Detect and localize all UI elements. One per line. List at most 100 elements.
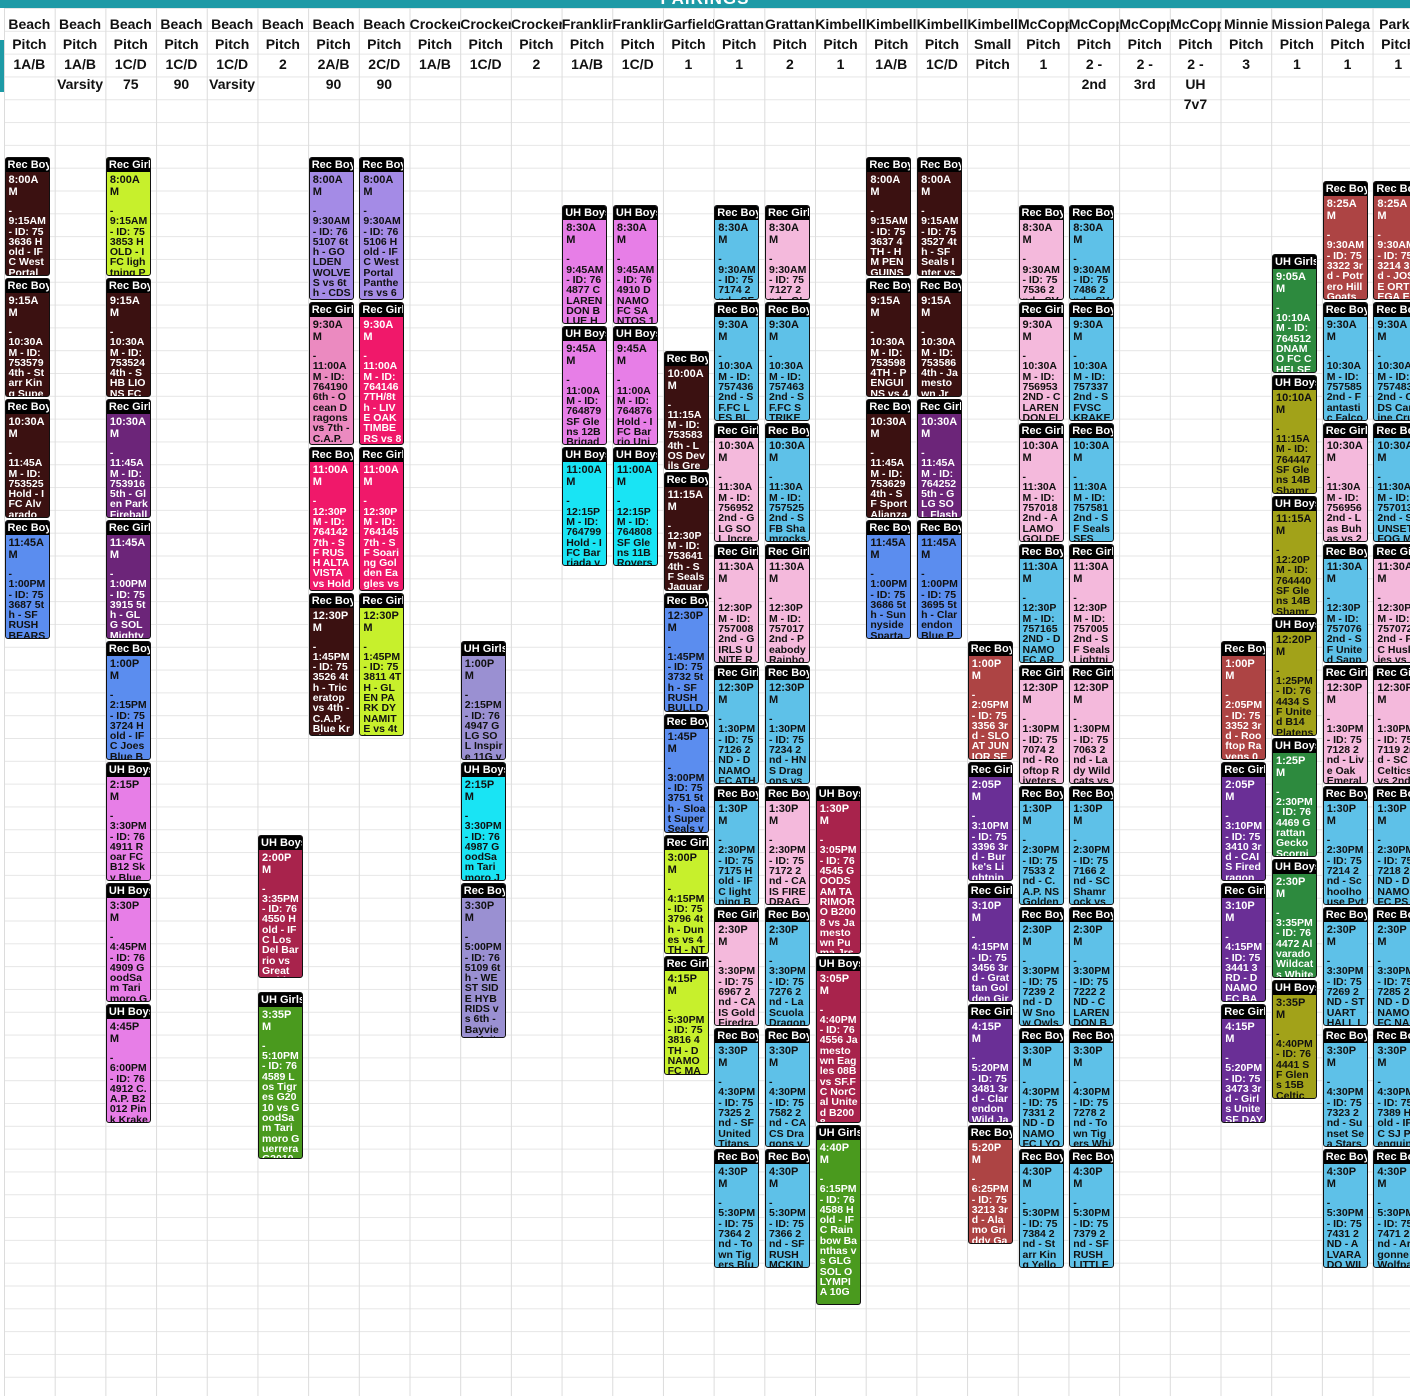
event-card[interactable]: UH Boys 3:30PM - 4:45PM - ID: 764909 GoodS… — [105, 883, 151, 1002]
event-card[interactable]: Rec Girls 2:05PM - 3:10PM - ID: 753396 3rd… — [967, 762, 1013, 881]
event-card[interactable]: Rec Boys12:30PM - 1:45PM - ID: 753526 4th… — [308, 592, 354, 736]
event-card[interactable]: Rec Boys10:30AM - 11:30AM - ID: 757525 2n… — [765, 423, 810, 543]
event-card[interactable]: Rec Boys 9:15AM - 10:30AM - ID: 753598 4TH… — [866, 278, 912, 397]
event-card[interactable]: UH Boys12:20PM - 1:25PM - ID: 764434 SF U… — [1272, 616, 1317, 736]
event-card[interactable]: Rec Girls12:30PM - 1:30PM - ID: 757128 2n… — [1322, 665, 1368, 785]
event-card[interactable]: Rec Boys1:30PM - 2:30PM - ID: 757172 2nd … — [765, 786, 810, 906]
event-card[interactable]: Rec Girls 10:30AM - 11:45AM - ID: 764252 5… — [917, 399, 963, 518]
event-card[interactable]: UH Boys10:10AM - 11:15AM - ID: 764447 SF … — [1272, 374, 1317, 494]
event-card[interactable]: UH Boys11:15AM - 12:20PM - ID: 764440 SF … — [1272, 495, 1317, 615]
event-card[interactable]: Rec Boys 1:00PM - 2:15PM - ID: 753724 Hold… — [105, 641, 151, 760]
event-card[interactable]: Rec Girls 10:30AM - 11:45AM - ID: 753916 5… — [105, 399, 151, 518]
event-card[interactable]: Rec Boys12:30PM - 1:30PM - ID: 757234 2nd… — [765, 665, 810, 785]
event-card[interactable]: Rec Boys4:30PM - 5:30PM - ID: 757471 2nd … — [1373, 1149, 1410, 1269]
event-card[interactable]: Rec Girls11:00AM - 12:30PM - ID: 764145 7… — [359, 447, 405, 591]
event-card[interactable]: Rec Boys8:30AM - 9:30AM - ID: 757174 2nd … — [714, 205, 760, 301]
event-card[interactable]: Rec Boys 1:00PM - 2:05PM - ID: 753352 3rd … — [1221, 641, 1267, 760]
event-card[interactable]: Rec Boys3:30PM - 4:30PM - ID: 757325 2nd … — [714, 1028, 760, 1148]
event-card[interactable]: Rec Girls11:30AM - 12:30PM - ID: 757072 2… — [1373, 544, 1410, 664]
event-card[interactable]: Rec Boys1:30PM - 2:30PM - ID: 757214 2nd … — [1322, 786, 1368, 906]
event-card[interactable]: UH Boys2:00PM - 3:35PM - ID: 764550 Hold … — [258, 834, 303, 978]
event-card[interactable]: Rec Boys9:30AM - 10:30AM - ID: 757585 2nd… — [1322, 302, 1368, 422]
event-card[interactable]: UH Boys8:30AM - 9:45AM - ID: 764910 DNAMO… — [612, 205, 658, 325]
event-card[interactable]: Rec Boys12:30PM - 1:45PM - ID: 753732 5th… — [663, 592, 709, 712]
event-card[interactable]: Rec Boys1:30PM - 2:30PM - ID: 757175 Hold… — [714, 786, 760, 906]
event-card[interactable]: Rec Boys3:30PM - 4:30PM - ID: 757323 2nd … — [1322, 1028, 1368, 1148]
event-card[interactable]: Rec Boys8:25AM - 9:30AM - ID: 753322 3rd … — [1322, 181, 1368, 301]
event-card[interactable]: Rec Girls 8:00AM - 9:15AM - ID: 753853 HOL… — [105, 157, 151, 276]
event-card[interactable]: Rec Boys2:30PM - 3:30PM - ID: 757269 2ND … — [1322, 907, 1368, 1027]
event-card[interactable]: Rec Girls 4:15PM - 5:20PM - ID: 753481 3rd… — [967, 1004, 1013, 1123]
event-card[interactable]: Rec Boys9:30AM - 10:30AM - ID: 757337 2nd… — [1069, 302, 1115, 422]
event-card[interactable]: Rec Boys 8:00AM - 9:15AM - ID: 753636 Hold… — [4, 157, 50, 276]
event-card[interactable]: Rec Girls 2:05PM - 3:10PM - ID: 753410 3rd… — [1221, 762, 1267, 881]
event-card[interactable]: Rec Boys1:30PM - 2:30PM - ID: 757533 2nd … — [1018, 786, 1064, 906]
event-card[interactable]: Rec Girls12:30PM - 1:45PM - ID: 753811 4T… — [359, 592, 405, 736]
event-card[interactable]: Rec Girls12:30PM - 1:30PM - ID: 757074 2n… — [1018, 665, 1064, 785]
event-card[interactable]: Rec Boys 8:00AM - 9:30AM - ID: 765106 Hold… — [359, 157, 405, 301]
event-card[interactable]: Rec Boys2:30PM - 3:30PM - ID: 757276 2nd … — [765, 907, 810, 1027]
event-card[interactable]: Rec Boys4:30PM - 5:30PM - ID: 757379 2nd … — [1069, 1149, 1115, 1269]
event-card[interactable]: Rec Boys 10:30AM - 11:45AM - ID: 753525 Ho… — [4, 399, 50, 518]
event-card[interactable]: Rec Boys4:30PM - 5:30PM - ID: 757431 2ND … — [1322, 1149, 1368, 1269]
event-card[interactable]: Rec Boys1:45PM - 3:00PM - ID: 753751 5th … — [663, 713, 709, 833]
event-card[interactable]: UH Boys 2:15PM - 3:30PM - ID: 764987 GoodS… — [460, 762, 506, 881]
event-card[interactable]: UH Girls 3:35PM - 5:10PM - ID: 764589 Los … — [258, 991, 303, 1160]
event-card[interactable]: Rec Girls 3:10PM - 4:15PM - ID: 753456 3rd… — [967, 883, 1013, 1002]
event-card[interactable]: Rec Boys10:30AM - 11:30AM - ID: 757581 2n… — [1069, 423, 1115, 543]
event-card[interactable]: Rec Boys 1:00PM - 2:05PM - ID: 753356 3rd … — [967, 641, 1013, 760]
event-card[interactable]: Rec Boys10:30AM - 11:30AM - ID: 757013 2n… — [1373, 423, 1410, 543]
event-card[interactable]: Rec Boys3:30PM - 4:30PM - ID: 757278 2nd … — [1069, 1028, 1115, 1148]
event-card[interactable]: Rec Girls10:30AM - 11:30AM - ID: 756952 2… — [714, 423, 760, 543]
event-card[interactable]: Rec Girls 3:10PM - 4:15PM - ID: 753441 3RD… — [1221, 883, 1267, 1002]
event-card[interactable]: Rec Boys 9:15AM - 10:30AM - ID: 753579 4th… — [4, 278, 50, 397]
event-card[interactable]: Rec Boys11:30AM - 12:30PM - ID: 757076 2n… — [1322, 544, 1368, 664]
event-card[interactable]: UH Boys3:35PM - 4:40PM - ID: 764441 SF Gl… — [1272, 979, 1317, 1099]
event-card[interactable]: Rec Boys2:30PM - 3:30PM - ID: 757239 2nd … — [1018, 907, 1064, 1027]
event-card[interactable]: Rec Boys 9:15AM - 10:30AM - ID: 753586 4th… — [917, 278, 963, 397]
event-card[interactable]: UH Boys9:45AM - 11:00AM - ID: 764876 Hold… — [612, 326, 658, 446]
event-card[interactable]: Rec Boys11:30AM - 12:30PM - ID: 757165 2N… — [1018, 544, 1064, 664]
event-card[interactable]: Rec Boys4:30PM - 5:30PM - ID: 757384 2nd … — [1018, 1149, 1064, 1269]
event-card[interactable]: Rec Boys4:30PM - 5:30PM - ID: 757364 2nd … — [714, 1149, 760, 1269]
event-card[interactable]: UH Boys3:05PM - 4:40PM - ID: 764556 James… — [815, 955, 861, 1123]
event-card[interactable]: Rec Boys11:00AM - 12:30PM - ID: 764142 7t… — [308, 447, 354, 591]
event-card[interactable]: Rec Boys 9:15AM - 10:30AM - ID: 753524 4th… — [105, 278, 151, 397]
event-card[interactable]: Rec Boys3:30PM - 4:30PM - ID: 757582 2nd … — [765, 1028, 810, 1148]
event-card[interactable]: Rec Boys 8:00AM - 9:15AM - ID: 753637 4TH … — [866, 157, 912, 276]
event-card[interactable]: Rec Boys 3:30PM - 5:00PM - ID: 765109 6th … — [460, 883, 506, 1039]
event-card[interactable]: Rec Girls2:30PM - 3:30PM - ID: 756967 2nd… — [714, 907, 760, 1027]
event-card[interactable]: Rec Girls10:30AM - 11:30AM - ID: 756956 2… — [1322, 423, 1368, 543]
event-card[interactable]: UH Boys8:30AM - 9:45AM - ID: 764877 CLARE… — [562, 205, 608, 325]
event-card[interactable]: Rec Girls10:30AM - 11:30AM - ID: 757018 2… — [1018, 423, 1064, 543]
event-card[interactable]: Rec Boys1:30PM - 2:30PM - ID: 757166 2nd … — [1069, 786, 1115, 906]
event-card[interactable]: Rec Girls 11:45AM - 1:00PM - ID: 753915 5t… — [105, 520, 151, 639]
event-card[interactable]: Rec Boys 5:20PM - 6:25PM - ID: 753213 3rd … — [967, 1125, 1013, 1244]
event-card[interactable]: Rec Girls12:30PM - 1:30PM - ID: 757119 2n… — [1373, 665, 1410, 785]
event-card[interactable]: Rec Boys3:30PM - 4:30PM - ID: 757389 Hold… — [1373, 1028, 1410, 1148]
event-card[interactable]: UH Girls 4:40PM - 6:15PM - ID: 764588 Hold… — [815, 1125, 861, 1305]
event-card[interactable]: Rec Boys 11:45AM - 1:00PM - ID: 753695 5th… — [917, 520, 963, 639]
event-card[interactable]: Rec Boys2:30PM - 3:30PM - ID: 757285 2ND … — [1373, 907, 1410, 1027]
event-card[interactable]: Rec Boys8:30AM - 9:30AM - ID: 757536 2nd … — [1018, 205, 1064, 301]
event-card[interactable]: Rec Girls11:30AM - 12:30PM - ID: 757017 2… — [765, 544, 810, 664]
event-card[interactable]: Rec Boys9:30AM - 10:30AM - ID: 757436 2nd… — [714, 302, 760, 422]
event-card[interactable]: Rec Boys8:30AM - 9:30AM - ID: 757486 2nd … — [1069, 205, 1115, 301]
event-card[interactable]: Rec Boys10:00AM - 11:15AM - ID: 753583 4t… — [663, 350, 709, 470]
event-card[interactable]: Rec Girls 4:15PM - 5:20PM - ID: 753473 3rd… — [1221, 1004, 1267, 1123]
event-card[interactable]: Rec Girls8:30AM - 9:30AM - ID: 757127 2nd… — [765, 205, 810, 301]
event-card[interactable]: UH Boys 2:15PM - 3:30PM - ID: 764911 Roar … — [105, 762, 151, 881]
event-card[interactable]: Rec Boys8:25AM - 9:30AM - ID: 753214 3rd … — [1373, 181, 1410, 301]
event-card[interactable]: Rec Boys9:30AM - 10:30AM - ID: 757463 2nd… — [765, 302, 810, 422]
event-card[interactable]: Rec Boys4:30PM - 5:30PM - ID: 757366 2nd … — [765, 1149, 810, 1269]
event-card[interactable]: Rec Girls11:30AM - 12:30PM - ID: 757008 2… — [714, 544, 760, 664]
event-card[interactable]: UH Boys2:30PM - 3:35PM - ID: 764472 Alvar… — [1272, 858, 1317, 978]
event-card[interactable]: Rec Boys1:30PM - 2:30PM - ID: 757218 2ND … — [1373, 786, 1410, 906]
event-card[interactable]: UH Boys11:00AM - 12:15PM - ID: 764799 Hol… — [562, 447, 608, 567]
event-card[interactable]: Rec Girls12:30PM - 1:30PM - ID: 757126 2N… — [714, 665, 760, 785]
